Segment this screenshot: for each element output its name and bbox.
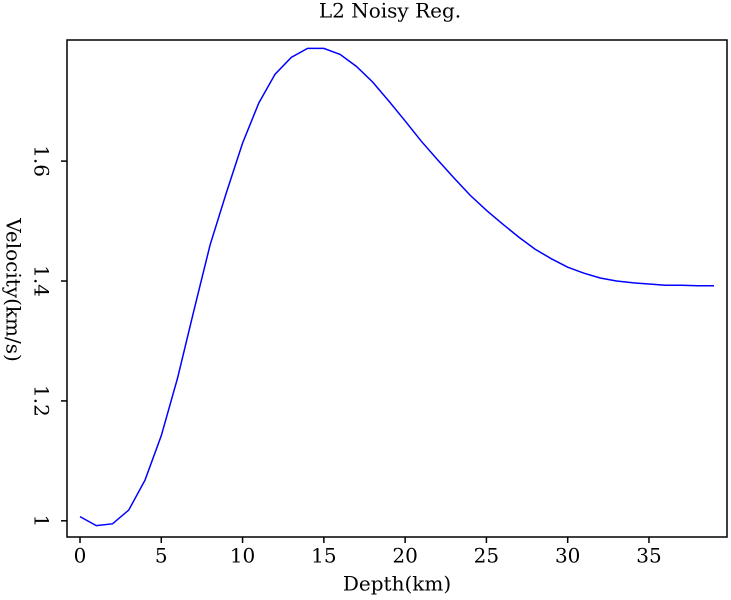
x-tick-label: 35 <box>636 544 661 568</box>
chart-title: L2 Noisy Reg. <box>319 0 461 23</box>
x-axis-label: Depth(km) <box>343 572 451 596</box>
x-tick-label: 10 <box>230 544 255 568</box>
x-tick-label: 5 <box>155 544 168 568</box>
y-tick-label: 1.2 <box>30 385 54 417</box>
x-tick-label: 15 <box>311 544 336 568</box>
x-tick-label: 0 <box>74 544 87 568</box>
x-tick-label: 20 <box>392 544 417 568</box>
data-line <box>79 47 714 527</box>
x-tick-label: 30 <box>555 544 580 568</box>
y-axis-label: Velocity(km/s) <box>2 217 26 362</box>
plot-frame <box>66 39 728 538</box>
x-tick-label: 25 <box>474 544 499 568</box>
y-tick-label: 1.6 <box>30 145 54 177</box>
y-tick-label: 1.4 <box>30 265 54 297</box>
y-tick-label: 1 <box>30 514 54 527</box>
